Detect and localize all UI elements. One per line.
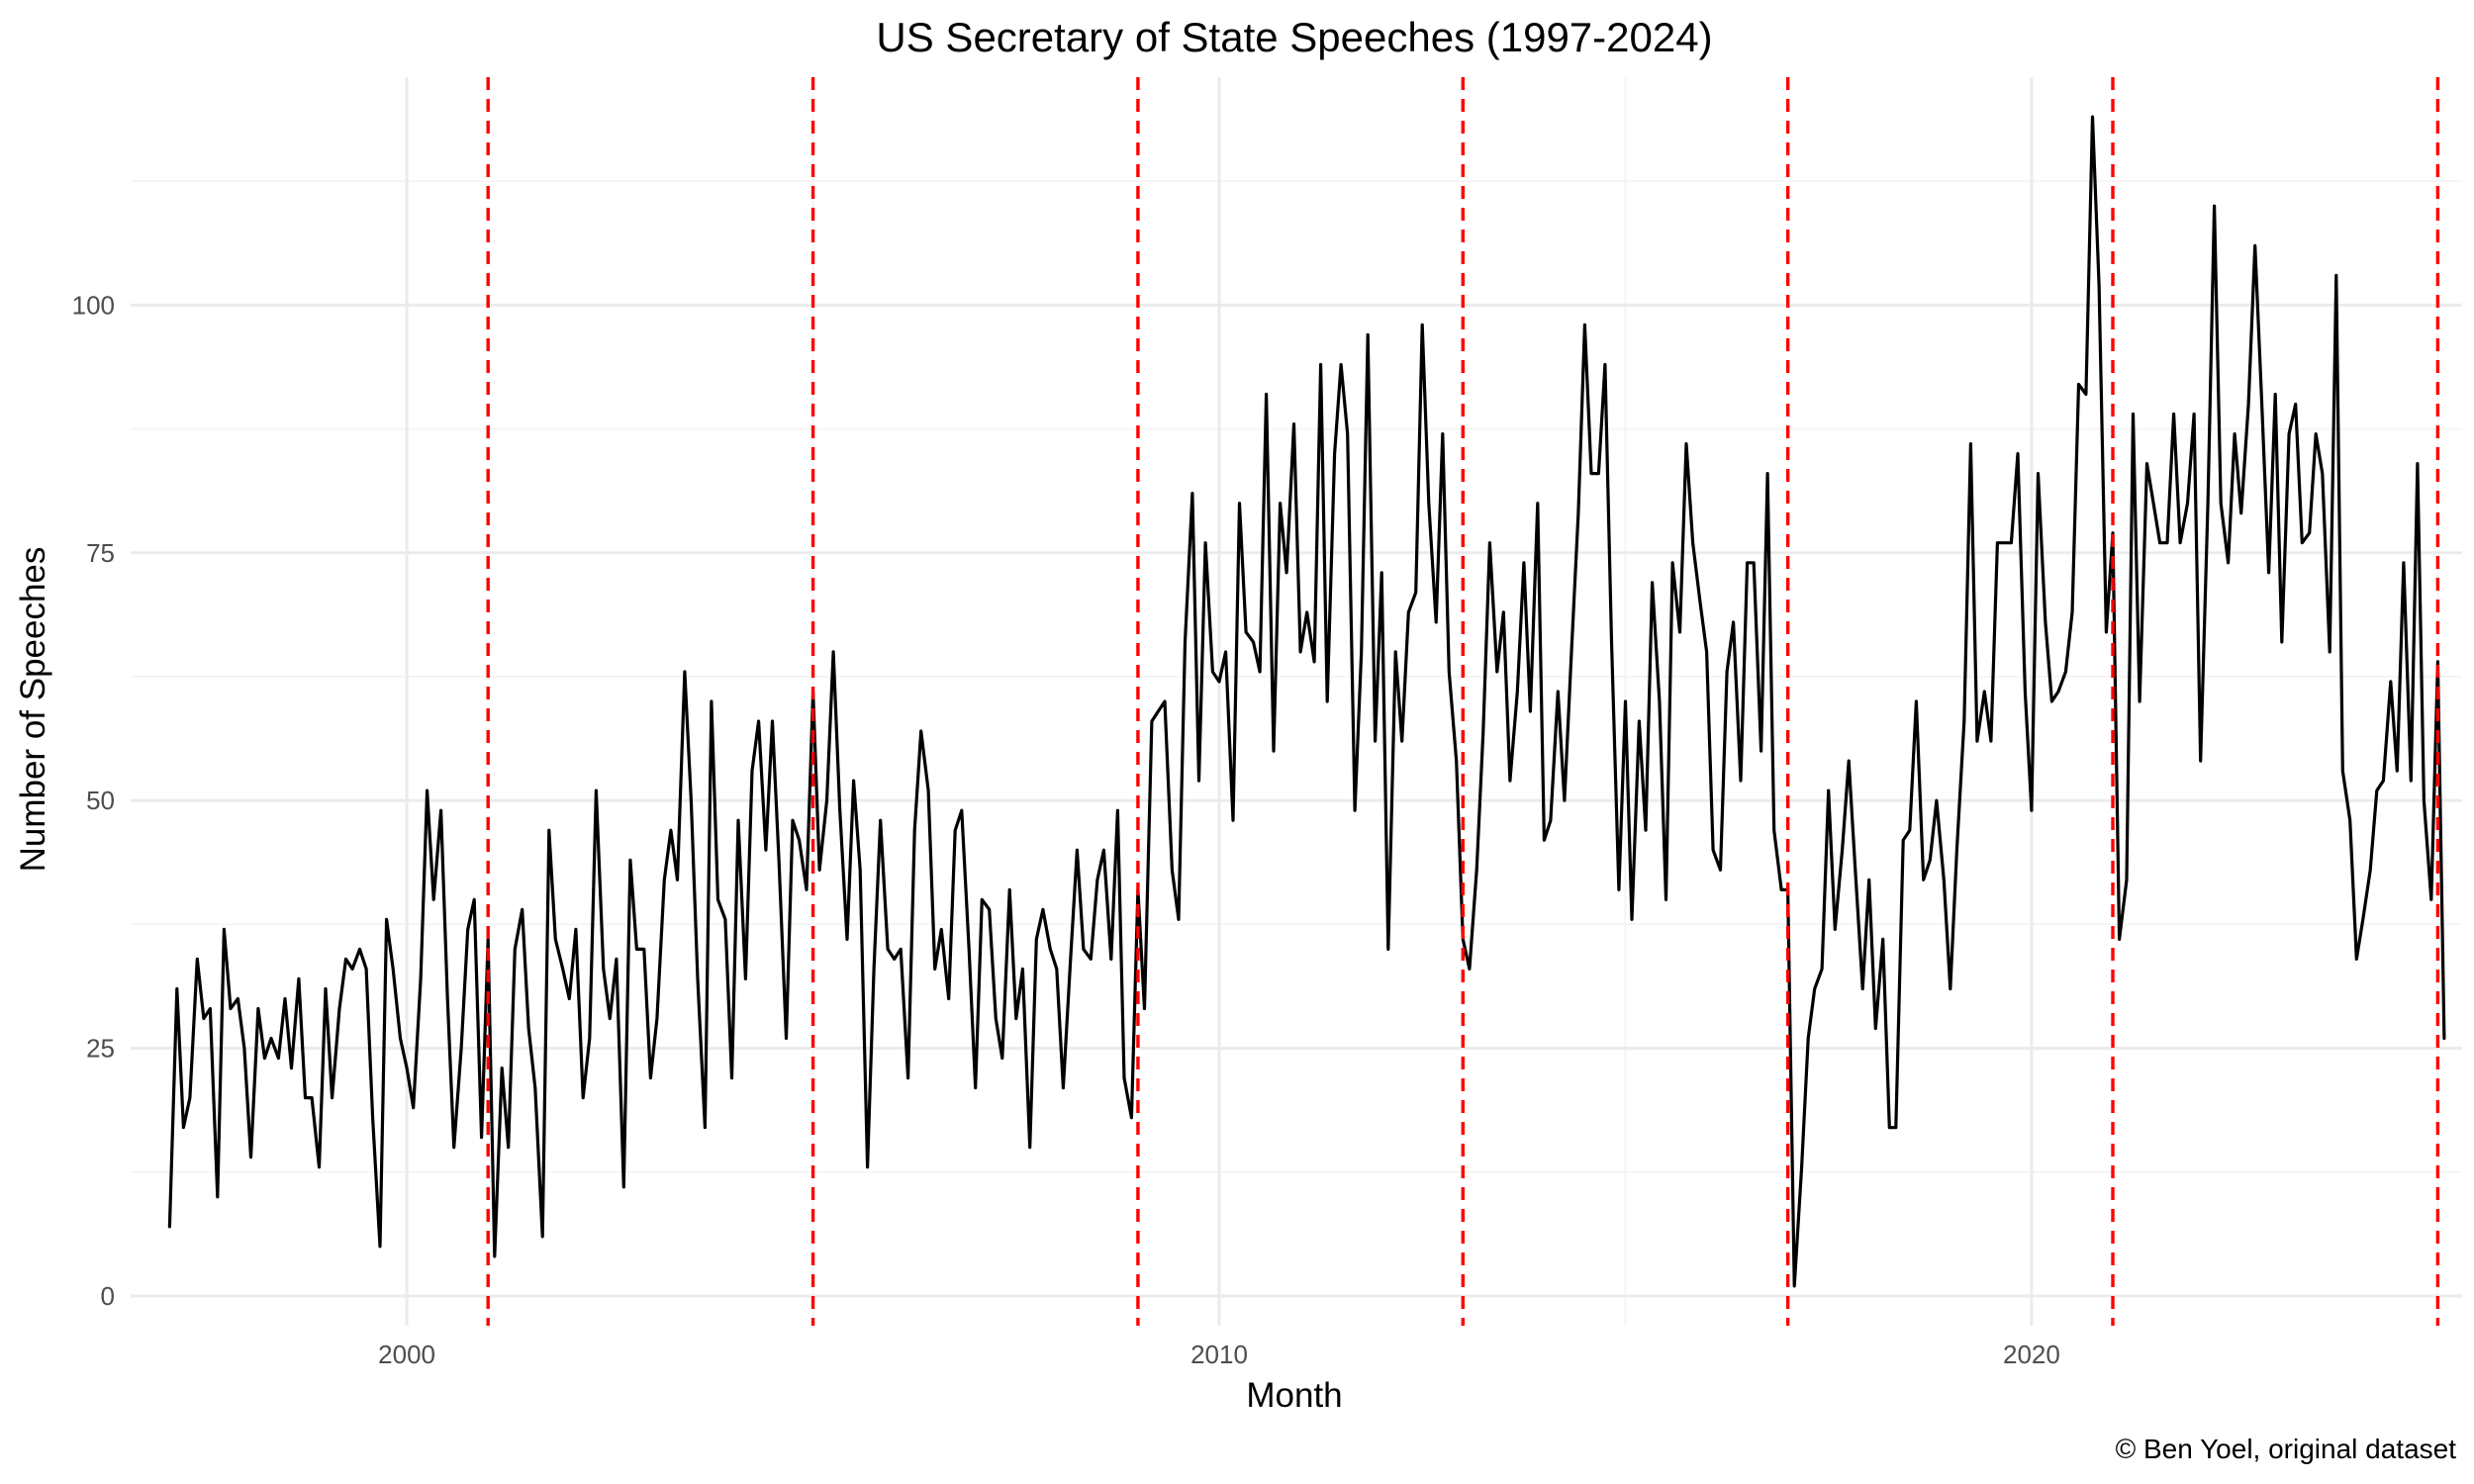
- x-axis-ticks: 2000 2010 2020: [378, 1340, 2060, 1369]
- chart-title: US Secretary of State Speeches (1997-202…: [876, 14, 1712, 60]
- y-tick-label: 50: [86, 786, 115, 815]
- y-axis-title: Number of Speeches: [14, 547, 52, 873]
- x-tick-label: 2020: [2003, 1340, 2060, 1369]
- y-tick-label: 100: [72, 290, 115, 320]
- y-axis-ticks: 0 25 50 75 100: [72, 290, 115, 1311]
- reference-lines: [486, 77, 2440, 1326]
- y-tick-label: 0: [101, 1281, 115, 1311]
- y-tick-label: 25: [86, 1034, 115, 1064]
- series-layer: [167, 115, 2446, 1288]
- y-tick-label: 75: [86, 538, 115, 568]
- chart-caption: © Ben Yoel, original dataset: [2116, 1434, 2457, 1464]
- x-axis-title: Month: [1246, 1376, 1342, 1415]
- series-line: [167, 115, 2446, 1288]
- x-tick-label: 2000: [378, 1340, 435, 1369]
- x-tick-label: 2010: [1190, 1340, 1248, 1369]
- grid: [131, 77, 2462, 1326]
